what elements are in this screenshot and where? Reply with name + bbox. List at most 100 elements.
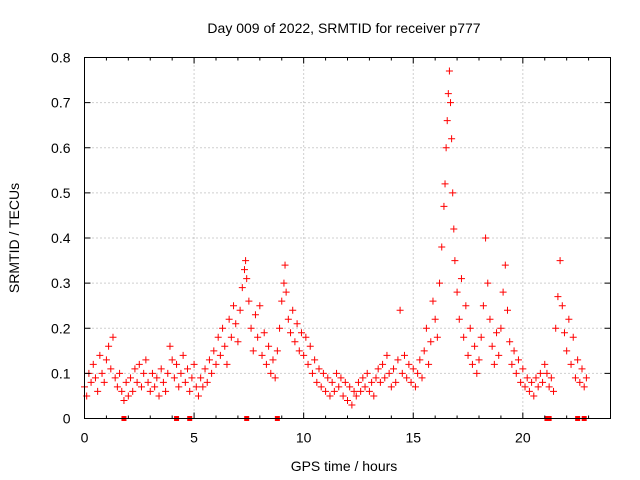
data-point [431,315,439,323]
data-point [105,342,113,350]
data-point [525,387,533,395]
y-axis-label: SRMTID / TECUs [6,183,22,293]
data-point [473,369,481,377]
data-point [486,315,494,323]
data-point [580,383,588,391]
data-point [521,383,529,391]
data-point [293,320,301,328]
data-point [385,369,393,377]
data-point [359,374,367,382]
y-tick-label: 0 [63,411,71,427]
y-tick-label: 0.5 [51,185,71,201]
data-point [455,315,463,323]
data-point [221,342,229,350]
chart-title: Day 009 of 2022, SRMTID for receiver p77… [207,20,480,36]
data-point [214,333,222,341]
data-point [162,387,170,395]
data-point [448,135,456,143]
data-point [330,387,338,395]
data-point [133,378,141,386]
data-point [444,90,452,98]
data-point [236,306,244,314]
y-tick-label: 0.1 [51,365,71,381]
x-axis-label: GPS time / hours [291,458,398,474]
data-point [129,387,137,395]
data-point [418,374,426,382]
data-point [441,180,449,188]
data-point [447,99,455,107]
data-point [523,374,531,382]
data-point [313,378,321,386]
data-point [574,356,582,364]
data-point [142,356,150,364]
data-point [94,387,102,395]
data-point [91,374,99,382]
data-point [322,387,330,395]
data-point [528,378,536,386]
data-point [565,315,573,323]
data-point [510,347,518,355]
data-point [212,360,220,368]
data-point [512,369,520,377]
data-point [499,288,507,296]
data-point [111,374,119,382]
data-point [394,356,402,364]
data-point [230,302,238,310]
data-point [501,261,509,269]
data-point [238,284,246,292]
data-point [208,369,216,377]
data-point [194,392,202,400]
data-point [337,374,345,382]
data-point [144,378,152,386]
data-point [267,369,275,377]
data-point [552,324,560,332]
data-point [269,356,277,364]
data-point [556,257,564,265]
data-point [475,356,483,364]
data-point [249,347,257,355]
data-point [219,324,227,332]
data-point [201,365,209,373]
data-point [449,189,457,197]
data-point [276,324,284,332]
data-point [240,266,248,274]
data-point [427,338,435,346]
data-point [265,342,273,350]
data-point [168,356,176,364]
data-point [317,383,325,391]
data-point [223,360,231,368]
data-point [260,329,268,337]
data-point [140,369,148,377]
data-point [297,329,305,337]
data-point [308,369,316,377]
data-point [155,392,163,400]
data-point [387,383,395,391]
data-point [578,365,586,373]
data-point [262,360,270,368]
data-point [315,365,323,373]
data-point [442,144,450,152]
data-point [429,297,437,305]
data-point [450,225,458,233]
data-point [563,347,571,355]
data-point [550,387,558,395]
data-point [368,378,376,386]
data-point [567,360,575,368]
data-point [225,315,233,323]
data-point [89,360,97,368]
data-point [464,351,472,359]
data-point [532,374,540,382]
y-tick-label: 0.6 [51,140,71,156]
data-point [216,351,224,359]
data-point [490,360,498,368]
data-point [530,392,538,400]
data-point [127,374,135,382]
data-point [242,257,250,265]
data-point [100,378,108,386]
data-point [346,383,354,391]
data-point [184,365,192,373]
data-point [87,378,95,386]
data-point [124,392,132,400]
data-point [278,297,286,305]
